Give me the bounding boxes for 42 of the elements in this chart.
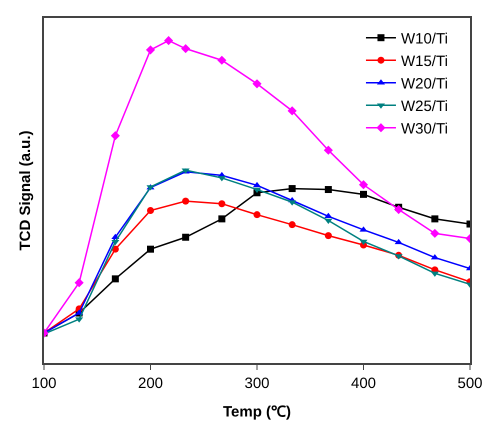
point xyxy=(182,198,190,205)
point xyxy=(252,79,262,88)
point xyxy=(431,215,438,222)
point xyxy=(288,106,297,116)
point xyxy=(254,211,260,218)
legend-label: W15/Ti xyxy=(400,53,448,70)
point xyxy=(394,204,404,214)
point xyxy=(324,186,332,194)
point xyxy=(324,146,333,155)
point xyxy=(110,131,120,140)
point xyxy=(288,221,296,228)
point xyxy=(147,246,154,253)
point xyxy=(181,44,190,54)
y-axis-title: TCD Signal (a.u.) xyxy=(17,130,34,250)
point xyxy=(182,234,190,241)
point xyxy=(358,180,368,190)
x-tick-label: 300 xyxy=(244,374,270,392)
point xyxy=(112,275,119,282)
point xyxy=(146,45,156,54)
x-tick-label: 200 xyxy=(138,374,164,392)
point xyxy=(217,56,226,65)
point xyxy=(360,190,367,198)
legend-label: W10/Ti xyxy=(400,30,448,48)
point xyxy=(147,206,154,214)
x-axis-title: Temp (℃) xyxy=(222,403,292,420)
legend-label: W30/Ti xyxy=(400,120,448,138)
legend-label: W25/Ti xyxy=(400,98,448,116)
x-tick-label: 400 xyxy=(350,374,376,392)
point xyxy=(288,185,296,192)
point xyxy=(218,215,226,222)
point xyxy=(75,317,84,323)
point xyxy=(74,278,84,288)
point xyxy=(430,228,440,238)
point xyxy=(288,200,296,206)
legend-label: W20/Ti xyxy=(400,76,448,93)
x-tick-label: 500 xyxy=(457,374,483,392)
point xyxy=(394,238,403,244)
point xyxy=(324,232,332,240)
point xyxy=(218,200,226,208)
x-tick-label: 100 xyxy=(31,374,57,392)
point xyxy=(164,36,174,46)
point xyxy=(324,212,332,218)
